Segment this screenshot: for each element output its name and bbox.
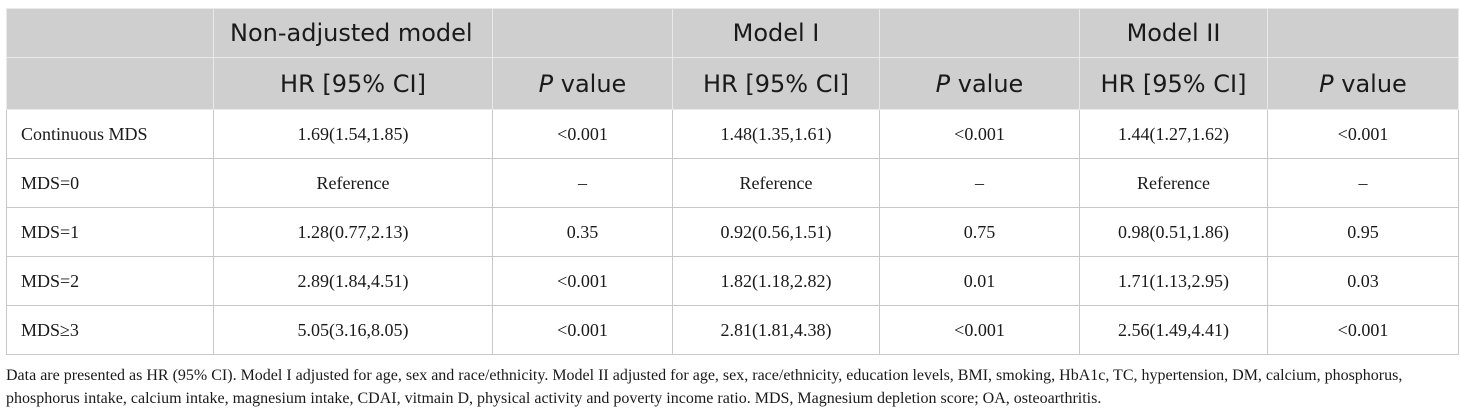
table-cell: <0.001	[492, 305, 673, 355]
table-cell: 0.75	[879, 207, 1080, 257]
header-blank-cell	[1267, 8, 1459, 58]
table-cell: 1.82(1.18,2.82)	[672, 256, 880, 306]
table-footnote: Data are presented as HR (95% CI). Model…	[6, 367, 1403, 407]
model-header-model-1: Model I	[672, 8, 880, 58]
table-cell: 0.98(0.51,1.86)	[1079, 207, 1268, 257]
table-cell: –	[1267, 158, 1459, 208]
column-header-p-value: P value	[1267, 57, 1459, 110]
column-header-p-value: P value	[879, 57, 1080, 110]
header-blank-cell	[879, 8, 1080, 58]
table-cell: 1.69(1.54,1.85)	[213, 109, 493, 159]
header-empty-cell	[6, 8, 214, 58]
table-cell: 5.05(3.16,8.05)	[213, 305, 493, 355]
table-cell: Reference	[213, 158, 493, 208]
column-header-hr: HR [95% CI]	[1079, 57, 1268, 110]
table-cell: 0.03	[1267, 256, 1459, 306]
row-label: MDS=2	[6, 256, 214, 306]
table-cell: <0.001	[879, 109, 1080, 159]
table-cell: 1.48(1.35,1.61)	[672, 109, 880, 159]
row-label: MDS=1	[6, 207, 214, 257]
table-cell: Reference	[1079, 158, 1268, 208]
model-header-model-2: Model II	[1079, 8, 1268, 58]
table-cell: 2.89(1.84,4.51)	[213, 256, 493, 306]
table-row: MDS=2 2.89(1.84,4.51) <0.001 1.82(1.18,2…	[6, 256, 1459, 306]
table-cell: 1.28(0.77,2.13)	[213, 207, 493, 257]
table-cell: <0.001	[879, 305, 1080, 355]
column-header-hr: HR [95% CI]	[672, 57, 880, 110]
table-cell: <0.001	[1267, 305, 1459, 355]
table-row: Continuous MDS 1.69(1.54,1.85) <0.001 1.…	[6, 109, 1459, 159]
table-cell: <0.001	[492, 256, 673, 306]
table-cell: 0.95	[1267, 207, 1459, 257]
table-cell: 1.71(1.13,2.95)	[1079, 256, 1268, 306]
table-cell: Reference	[672, 158, 880, 208]
results-table: Non-adjusted model Model I Model II HR […	[6, 8, 1459, 355]
table-cell: 1.44(1.27,1.62)	[1079, 109, 1268, 159]
table-cell: –	[879, 158, 1080, 208]
table-row: MDS≥3 5.05(3.16,8.05) <0.001 2.81(1.81,4…	[6, 305, 1459, 355]
header-empty-cell	[6, 57, 214, 110]
column-header-hr: HR [95% CI]	[213, 57, 493, 110]
table-row: MDS=1 1.28(0.77,2.13) 0.35 0.92(0.56,1.5…	[6, 207, 1459, 257]
table-cell: 0.35	[492, 207, 673, 257]
table-cell: 2.81(1.81,4.38)	[672, 305, 880, 355]
table-cell: <0.001	[492, 109, 673, 159]
header-row-models: Non-adjusted model Model I Model II	[6, 8, 1459, 58]
model-header-non-adjusted: Non-adjusted model	[213, 8, 493, 58]
table-row: MDS=0 Reference – Reference – Reference …	[6, 158, 1459, 208]
row-label: MDS=0	[6, 158, 214, 208]
table-cell: –	[492, 158, 673, 208]
table-cell: 2.56(1.49,4.41)	[1079, 305, 1268, 355]
row-label: Continuous MDS	[6, 109, 214, 159]
column-header-p-value: P value	[492, 57, 673, 110]
row-label: MDS≥3	[6, 305, 214, 355]
table-cell: 0.01	[879, 256, 1080, 306]
table-container: Non-adjusted model Model I Model II HR […	[6, 8, 1459, 410]
header-row-columns: HR [95% CI] P value HR [95% CI] P value …	[6, 57, 1459, 110]
header-blank-cell	[492, 8, 673, 58]
table-cell: 0.92(0.56,1.51)	[672, 207, 880, 257]
table-cell: <0.001	[1267, 109, 1459, 159]
